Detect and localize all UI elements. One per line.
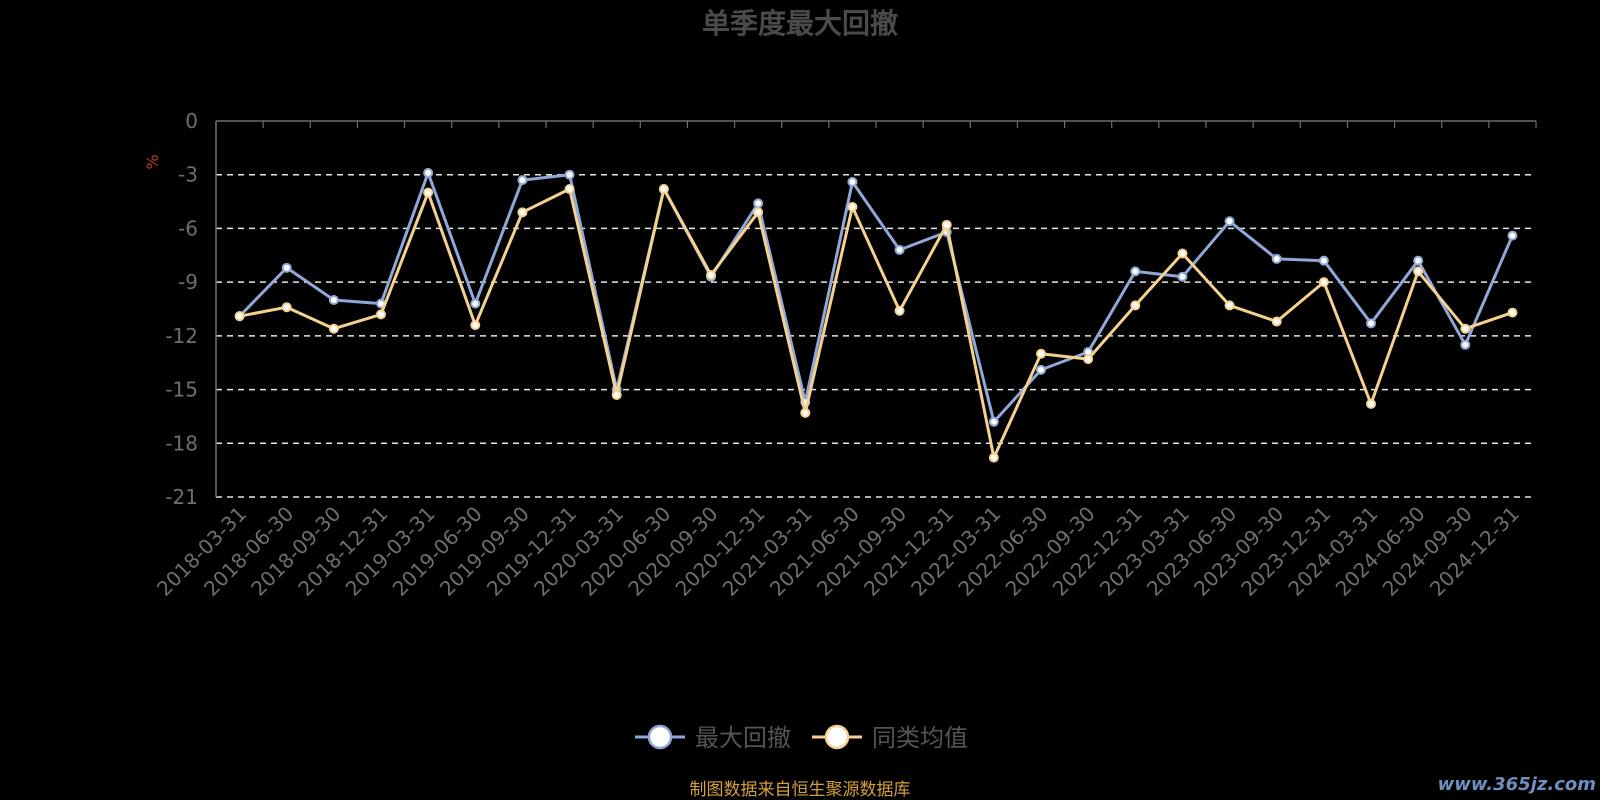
data-point: [1177, 248, 1188, 259]
legend-marker: [647, 724, 673, 750]
data-point: [1413, 266, 1424, 277]
legend-label: 最大回撤: [695, 724, 791, 752]
y-ticks: 0 -3 -6 -9 -12 -15 -18 -21: [165, 109, 198, 509]
y-tick-label: -9: [178, 270, 198, 294]
data-point: [658, 184, 669, 195]
series-group: [234, 167, 1518, 463]
legend-item-1[interactable]: 最大回撤: [635, 724, 791, 752]
data-point: [988, 452, 999, 463]
data-point: [1083, 354, 1094, 365]
data-point: [328, 295, 339, 306]
legend-item-2[interactable]: 同类均值: [812, 724, 968, 752]
data-source-note: 制图数据来自恒生聚源数据库: [690, 780, 911, 800]
data-point: [847, 176, 858, 187]
data-point: [281, 302, 292, 313]
data-point: [1224, 300, 1235, 311]
data-point: [517, 207, 528, 218]
data-point: [1224, 216, 1235, 227]
data-point: [894, 244, 905, 255]
series-1: [234, 167, 1518, 427]
data-point: [1366, 318, 1376, 329]
data-point: [328, 323, 339, 334]
data-point: [753, 198, 764, 209]
data-point: [564, 169, 575, 180]
data-point: [1177, 271, 1188, 282]
data-point: [564, 184, 575, 195]
data-point: [1130, 300, 1141, 311]
y-tick-label: 0: [185, 109, 198, 133]
data-point: [611, 389, 622, 400]
data-point: [423, 187, 434, 198]
data-point: [1318, 255, 1329, 266]
y-tick-label: -21: [165, 485, 198, 509]
data-point: [847, 201, 858, 212]
data-point: [941, 219, 952, 230]
data-point: [470, 298, 481, 309]
series-line: [239, 187, 1513, 460]
legend[interactable]: 最大回撤 同类均值: [635, 724, 968, 752]
data-point: [988, 416, 999, 427]
series-2: [234, 184, 1518, 463]
series-line: [238, 171, 1514, 424]
chart-title: 单季度最大回撤: [702, 7, 898, 40]
data-point: [281, 262, 292, 273]
y-axis-unit: %: [143, 154, 162, 169]
x-ticks: 2018-03-312018-06-302018-09-302018-12-31…: [152, 502, 1524, 601]
data-point: [376, 309, 386, 320]
data-point: [1460, 323, 1471, 334]
data-point: [800, 407, 811, 418]
legend-marker: [824, 724, 850, 750]
data-point: [1507, 230, 1518, 241]
data-point: [894, 305, 905, 316]
data-point: [470, 320, 481, 331]
data-point: [1413, 255, 1424, 266]
data-point: [1271, 253, 1282, 264]
data-point: [234, 311, 245, 322]
legend-label: 同类均值: [872, 724, 968, 752]
watermark: www.365jz.com: [1438, 774, 1596, 795]
y-tick-label: -6: [178, 216, 198, 240]
data-point: [1036, 348, 1046, 359]
data-point: [1366, 398, 1376, 409]
data-point: [1460, 339, 1471, 350]
data-point: [1318, 277, 1329, 288]
y-tick-label: -18: [165, 431, 198, 455]
data-point: [706, 269, 716, 280]
data-point: [1271, 316, 1282, 327]
axes: [215, 120, 1537, 497]
data-point: [1507, 307, 1518, 318]
data-point: [517, 175, 528, 186]
data-point: [1036, 364, 1046, 375]
data-point: [753, 207, 764, 218]
data-point: [423, 167, 434, 178]
y-tick-label: -15: [165, 378, 198, 402]
data-point: [1130, 266, 1141, 277]
y-tick-label: -3: [178, 163, 198, 187]
grid: [216, 173, 1536, 498]
y-tick-label: -12: [165, 324, 198, 348]
